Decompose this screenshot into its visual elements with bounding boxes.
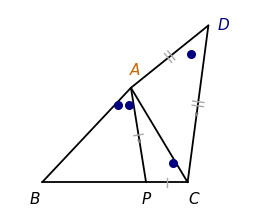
Text: C: C [188, 192, 199, 207]
Text: A: A [129, 63, 140, 78]
Text: D: D [218, 18, 230, 33]
Text: B: B [29, 192, 40, 207]
Text: P: P [141, 192, 151, 207]
